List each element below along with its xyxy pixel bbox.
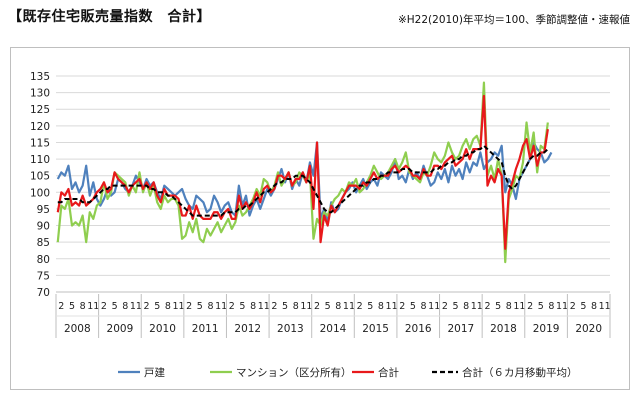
year-label: 2017 [447, 323, 474, 335]
month-tick-label: 8 [378, 301, 384, 312]
series-line [56, 94, 549, 250]
month-tick-label: 11 [556, 301, 568, 312]
month-tick-label: 11 [300, 301, 312, 312]
month-tick-label: 11 [130, 301, 142, 312]
month-tick-label: 5 [239, 301, 245, 312]
month-tick-label: 11 [513, 301, 525, 312]
year-label: 2010 [149, 323, 176, 335]
y-tick-label: 70 [37, 287, 50, 299]
month-tick-label: 5 [410, 301, 416, 312]
month-tick-label: 5 [538, 301, 544, 312]
month-tick-label: 8 [591, 301, 597, 312]
year-label: 2016 [405, 323, 432, 335]
year-label: 2015 [362, 323, 389, 335]
month-tick-label: 5 [112, 301, 118, 312]
month-tick-label: 5 [325, 301, 331, 312]
y-tick-label: 90 [37, 221, 50, 233]
month-tick-label: 11 [471, 301, 483, 312]
month-tick-label: 11 [343, 301, 355, 312]
year-label: 2011 [192, 323, 219, 335]
month-tick-label: 2 [186, 301, 192, 312]
month-tick-label: 8 [80, 301, 86, 312]
month-tick-label: 8 [165, 301, 171, 312]
y-tick-label: 110 [30, 154, 50, 166]
month-tick-label: 11 [599, 301, 611, 312]
month-tick-label: 5 [154, 301, 160, 312]
year-label: 2020 [575, 323, 602, 335]
series-line [56, 141, 553, 224]
legend-label: マンション（区分所有） [236, 366, 352, 379]
y-tick-label: 135 [30, 71, 50, 83]
year-label: 2014 [320, 323, 347, 335]
chart-title: 【既存住宅販売量指数 合計】 [8, 9, 211, 25]
month-tick-label: 2 [271, 301, 277, 312]
month-tick-label: 8 [421, 301, 427, 312]
legend-label: 戸建 [144, 366, 165, 379]
month-tick-label: 11 [428, 301, 440, 312]
month-tick-label: 2 [314, 301, 320, 312]
y-tick-label: 85 [37, 237, 50, 249]
month-tick-label: 2 [527, 301, 533, 312]
month-tick-label: 11 [215, 301, 227, 312]
year-label: 2009 [107, 323, 134, 335]
month-tick-label: 5 [452, 301, 458, 312]
month-tick-label: 8 [207, 301, 213, 312]
y-tick-label: 130 [30, 88, 50, 100]
year-label: 2008 [64, 323, 91, 335]
chart-frame [10, 47, 630, 390]
month-tick-label: 8 [335, 301, 341, 312]
y-tick-label: 95 [37, 204, 50, 216]
y-tick-label: 75 [37, 270, 50, 282]
month-tick-label: 2 [101, 301, 107, 312]
y-tick-label: 80 [37, 254, 50, 266]
y-tick-label: 100 [30, 187, 50, 199]
month-tick-label: 2 [229, 301, 235, 312]
month-tick-label: 2 [570, 301, 576, 312]
month-tick-label: 8 [506, 301, 512, 312]
y-tick-label: 125 [30, 104, 50, 116]
month-tick-label: 2 [58, 301, 64, 312]
month-tick-label: 2 [357, 301, 363, 312]
year-label: 2012 [234, 323, 261, 335]
year-label: 2019 [533, 323, 560, 335]
y-tick-label: 115 [30, 137, 50, 149]
month-tick-label: 8 [548, 301, 554, 312]
month-tick-label: 11 [87, 301, 99, 312]
series-line [57, 144, 549, 217]
month-tick-label: 5 [69, 301, 75, 312]
month-tick-label: 5 [580, 301, 586, 312]
year-label: 2018 [490, 323, 517, 335]
month-tick-label: 8 [250, 301, 256, 312]
month-tick-label: 11 [386, 301, 398, 312]
legend-label: 合計（６カ月移動平均） [462, 366, 578, 379]
month-tick-label: 2 [442, 301, 448, 312]
y-tick-label: 105 [30, 171, 50, 183]
year-label: 2013 [277, 323, 304, 335]
month-tick-label: 2 [399, 301, 405, 312]
month-tick-label: 8 [122, 301, 128, 312]
month-tick-label: 5 [197, 301, 203, 312]
month-tick-label: 8 [293, 301, 299, 312]
month-tick-label: 5 [367, 301, 373, 312]
chart-note: ※H22(2010)年平均＝100、季節調整値・速報値 [397, 14, 630, 26]
month-tick-label: 2 [484, 301, 490, 312]
legend-label: 合計 [378, 366, 399, 379]
y-tick-label: 120 [30, 121, 50, 133]
month-tick-label: 5 [282, 301, 288, 312]
month-tick-label: 8 [463, 301, 469, 312]
month-tick-label: 5 [495, 301, 501, 312]
month-tick-label: 2 [144, 301, 150, 312]
month-tick-label: 11 [172, 301, 184, 312]
month-tick-label: 11 [258, 301, 270, 312]
